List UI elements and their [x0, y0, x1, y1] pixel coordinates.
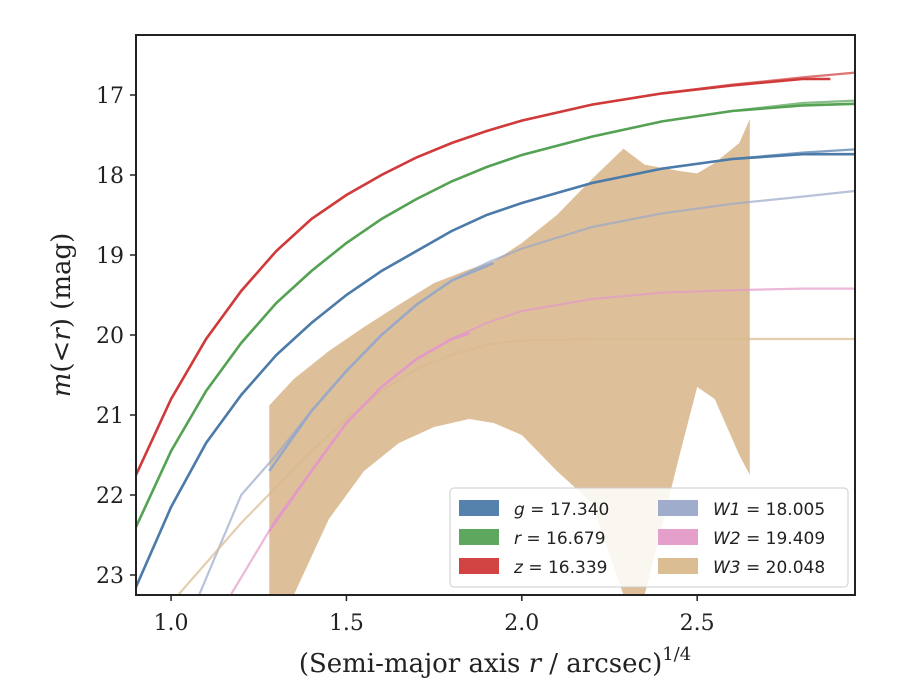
legend-label-w2: W2 = 19.409 — [713, 529, 825, 549]
legend-frame — [449, 487, 849, 588]
data-curve-z — [136, 77, 831, 476]
model-curve-w3 — [177, 337, 855, 595]
y-tick-label: 19 — [96, 244, 124, 269]
x-tick-label: 1.0 — [154, 611, 189, 636]
y-tick-label: 21 — [96, 404, 124, 429]
legend-swatch-w2 — [658, 529, 698, 545]
series-layer — [136, 71, 855, 595]
y-axis-ticks: 17 18 19 20 21 22 23 — [96, 84, 136, 589]
legend-items: g = 17.340 r = 16.679 z = 16.339 W1 = 18.00… — [459, 500, 825, 578]
legend-swatch-z — [459, 558, 499, 574]
legend-label-w1: W1 = 18.005 — [713, 500, 825, 520]
legend-label-g: g = 17.340 — [514, 500, 609, 520]
legend-swatch-g — [459, 500, 499, 516]
y-tick-label: 22 — [96, 484, 124, 509]
legend-label-r: r = 16.679 — [514, 529, 606, 549]
x-tick-label: 2.5 — [680, 611, 715, 636]
y-tick-label: 23 — [96, 564, 124, 589]
legend-label-z: z = 16.339 — [513, 558, 607, 578]
legend-swatch-w1 — [658, 500, 698, 516]
y-tick-label: 17 — [96, 84, 124, 109]
y-axis-title: m(<r) (mag) — [47, 233, 77, 398]
data-curve-w1 — [268, 261, 495, 472]
x-axis-title: (Semi-major axis r / arcsec)1/4 — [299, 644, 691, 679]
y-tick-label: 20 — [96, 324, 124, 349]
data-curve-w2 — [268, 332, 470, 532]
y-tick-label: 18 — [96, 164, 124, 189]
legend-label-w3: W3 = 20.048 — [713, 558, 825, 578]
band-w3 — [269, 119, 750, 595]
x-tick-label: 1.5 — [329, 611, 364, 636]
data-curve-r — [136, 102, 855, 528]
legend-swatch-w3 — [658, 558, 698, 574]
legend-swatch-r — [459, 529, 499, 545]
x-tick-label: 2.0 — [504, 611, 539, 636]
legend: g = 17.340 r = 16.679 z = 16.339 W1 = 18.00… — [449, 487, 849, 588]
plot-frame — [135, 34, 856, 596]
x-axis-ticks: 1.0 1.5 2.0 2.5 — [154, 595, 715, 636]
data-curve-g — [136, 152, 855, 588]
